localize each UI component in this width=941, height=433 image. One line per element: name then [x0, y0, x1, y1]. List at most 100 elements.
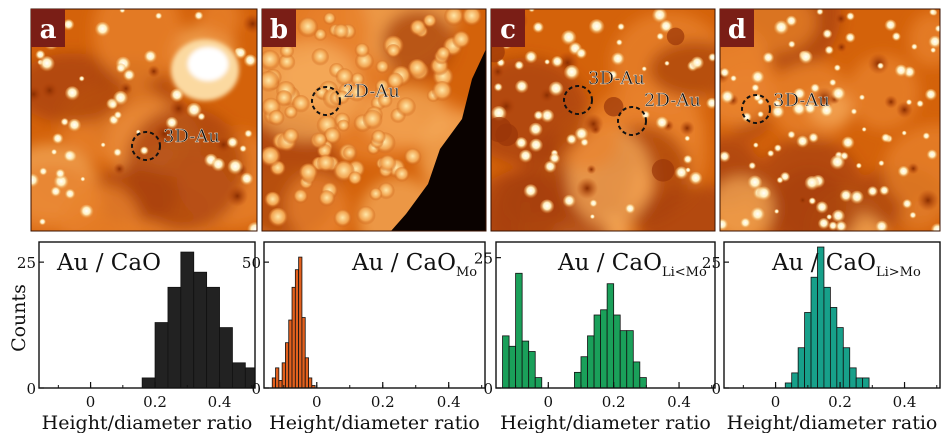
histogram-bar — [836, 327, 844, 388]
histogram-bar — [167, 286, 182, 388]
x-tick-label: 0.2 — [602, 393, 626, 411]
histogram-bar — [285, 342, 290, 388]
histogram-bar — [823, 286, 831, 388]
x-tick-label: 0 — [86, 393, 96, 411]
histogram-bar — [271, 377, 276, 388]
x-tick-label: 0 — [771, 393, 781, 411]
panel-letter: d — [728, 15, 746, 45]
histogram-bar — [154, 322, 169, 388]
histogram-bar — [619, 330, 628, 388]
x-tick-label: 0.4 — [208, 393, 232, 411]
histogram-bar — [791, 372, 799, 388]
histogram-bar — [141, 377, 156, 388]
x-axis-label: Height/diameter ratio — [500, 412, 711, 433]
panel-letter-badge — [31, 9, 65, 47]
annotation-circle — [131, 131, 161, 161]
y-tick-label: 25 — [702, 254, 721, 272]
histogram-bar — [508, 345, 517, 388]
annotation-circle — [563, 85, 593, 115]
histogram-title: Au / CaO — [56, 250, 161, 276]
x-tick-label: 0.2 — [828, 393, 852, 411]
histogram-bar — [502, 335, 510, 388]
y-axis-label: Counts — [8, 284, 30, 352]
plot-frame — [38, 241, 256, 389]
y-tick-label: 0 — [711, 380, 721, 398]
histogram-bar — [278, 380, 283, 388]
y-tick-label: 50 — [242, 254, 261, 272]
histogram-bar — [797, 347, 805, 388]
histogram-bar — [810, 276, 818, 388]
histogram-bar — [288, 319, 293, 388]
histogram-bar — [613, 314, 621, 388]
histogram-bar — [600, 309, 608, 388]
panel-letter: b — [270, 15, 288, 45]
annotation-circle — [311, 86, 341, 116]
histogram-bar — [626, 330, 634, 388]
plot-frame — [495, 241, 716, 389]
panel-letter-badge — [491, 9, 525, 47]
y-tick-label: 25 — [17, 254, 36, 272]
histogram-bar — [574, 371, 582, 388]
histogram-bar — [206, 286, 220, 388]
x-tick-label: 0.4 — [667, 393, 691, 411]
histogram-bar — [219, 327, 233, 388]
x-axis-label: Height/diameter ratio — [727, 412, 938, 433]
histogram-c: 0 0.2 0.4 0 25 Au / CaOLi<Mo Height/diameter r… — [474, 241, 716, 433]
x-axis-label: Height/diameter ratio — [42, 412, 253, 433]
histogram-bar — [632, 361, 641, 388]
annotation-label: 3D-Au — [163, 126, 220, 147]
annotation-circle — [617, 106, 647, 136]
histogram-bar — [639, 377, 647, 388]
histogram-bar — [301, 317, 306, 388]
histogram-bar — [855, 377, 864, 388]
annotation-label: 3D-Au — [773, 90, 830, 111]
histogram-bar — [180, 251, 195, 388]
histogram-bar — [193, 271, 208, 388]
panel-letter-badge — [262, 9, 296, 47]
stm-image-d: d 3D-Au — [719, 8, 941, 232]
y-tick-label: 0 — [26, 380, 36, 398]
plot-frame — [723, 241, 941, 389]
histogram-bar — [275, 367, 280, 388]
annotation-label: 3D-Au — [588, 68, 645, 89]
plot-frame — [263, 241, 486, 389]
histogram-bar — [606, 283, 615, 388]
x-axis-label: Height/diameter ratio — [269, 412, 480, 433]
histogram-bar — [849, 367, 857, 388]
histogram-bar — [521, 340, 530, 388]
stm-image-b: b 2D-Au — [261, 8, 487, 232]
x-tick-label: 0.2 — [143, 393, 167, 411]
histogram-title: Au / CaOLi<Mo — [557, 250, 707, 280]
histogram-b: 0 0.2 0.4 0 50 Au / CaOMo Height/diameter rati… — [242, 241, 486, 433]
x-tick-label: 0.4 — [437, 393, 461, 411]
histogram-bar — [593, 314, 601, 388]
stm-image-a: a 3D-Au — [30, 8, 258, 232]
histogram-title: Au / CaOLi>Mo — [771, 250, 921, 280]
histogram-bar — [862, 377, 870, 388]
histogram-bar — [308, 377, 313, 388]
annotation-label: 2D-Au — [343, 81, 400, 102]
histogram-bar — [580, 356, 588, 388]
histogram-title: Au / CaOMo — [351, 250, 477, 280]
y-tick-label: 25 — [474, 250, 493, 268]
y-tick-label: 0 — [483, 380, 493, 398]
histogram-bar — [587, 335, 595, 388]
histogram-bar — [829, 307, 838, 388]
panel-letter-badge — [720, 9, 754, 47]
histogram-bar — [784, 382, 793, 388]
histogram-bar — [232, 362, 246, 388]
panel-letter: c — [500, 15, 516, 45]
histogram-bar — [281, 362, 286, 388]
histogram-a: 0 0.2 0.4 0 25 Au / CaO Height/diameter ratio — [17, 241, 256, 433]
histogram-bar — [534, 377, 543, 388]
histogram-d: 0 0.2 0.4 0 25 Au / CaOLi>Mo Height/diameter r… — [702, 241, 941, 433]
histogram-bar — [515, 272, 523, 388]
x-tick-label: 0.4 — [893, 393, 917, 411]
histogram-bar — [294, 269, 300, 388]
y-tick-label: 0 — [251, 380, 261, 398]
x-tick-label: 0 — [544, 393, 554, 411]
histogram-bar — [842, 347, 851, 388]
histogram-bar — [304, 357, 309, 388]
